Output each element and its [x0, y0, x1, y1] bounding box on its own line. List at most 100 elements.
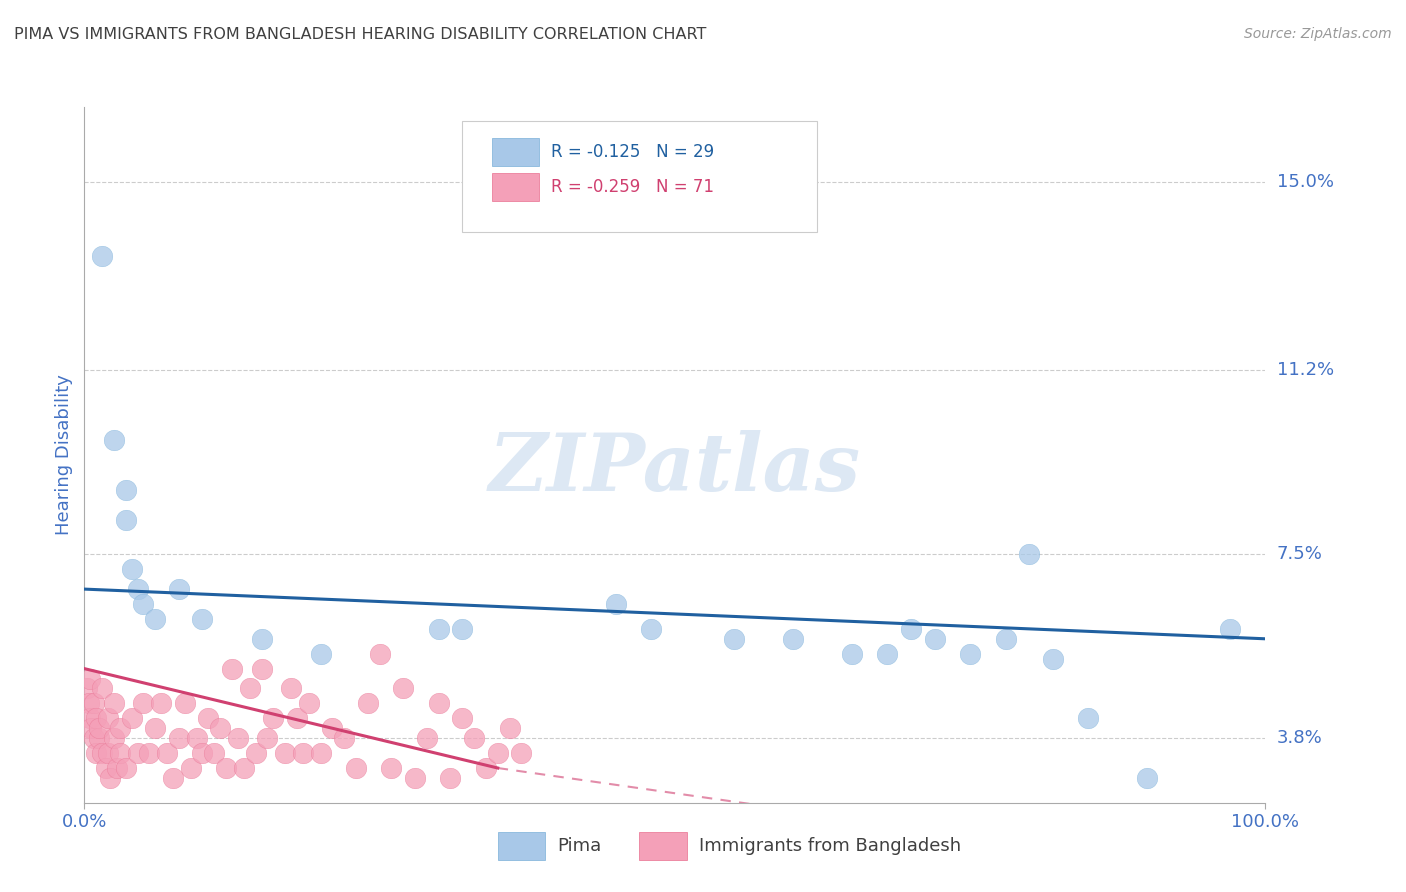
Point [156, 746, 179, 760]
Point [510, 746, 533, 760]
Point [274, 746, 297, 760]
Point [416, 731, 439, 746]
Point [1042, 651, 1064, 665]
Point [498, 721, 520, 735]
Point [245, 746, 267, 760]
Point [333, 731, 356, 746]
Point [439, 771, 461, 785]
Point [959, 647, 981, 661]
Point [91, 249, 114, 263]
Point [180, 761, 202, 775]
Point [132, 697, 155, 711]
Point [77, 697, 100, 711]
Point [215, 761, 238, 775]
Point [97, 746, 120, 760]
Point [127, 582, 149, 596]
Point [285, 711, 308, 725]
Point [103, 697, 125, 711]
Point [114, 483, 136, 497]
Point [87, 721, 110, 735]
Point [76, 681, 98, 696]
Point [132, 597, 155, 611]
Point [114, 761, 136, 775]
Point [91, 681, 114, 696]
Point [108, 746, 131, 760]
Point [108, 721, 131, 735]
Point [83, 697, 105, 711]
Point [344, 761, 367, 775]
Point [250, 662, 273, 676]
Text: Pima: Pima [557, 837, 600, 855]
Point [486, 746, 509, 760]
Point [392, 681, 415, 696]
Point [226, 731, 249, 746]
Point [427, 697, 450, 711]
Point [127, 746, 149, 760]
Point [463, 731, 485, 746]
Point [256, 731, 278, 746]
Point [475, 761, 498, 775]
Point [1077, 711, 1099, 725]
Point [103, 731, 125, 746]
Text: Source: ZipAtlas.com: Source: ZipAtlas.com [1244, 27, 1392, 41]
Point [924, 632, 946, 646]
Point [143, 721, 166, 735]
Point [191, 746, 214, 760]
Point [191, 612, 214, 626]
Point [221, 662, 243, 676]
Point [87, 731, 110, 746]
Point [357, 697, 380, 711]
Text: 15.0%: 15.0% [1277, 172, 1333, 191]
Point [97, 711, 120, 725]
Bar [492, 138, 538, 166]
Point [782, 632, 804, 646]
Point [841, 647, 863, 661]
Point [79, 672, 101, 686]
Point [723, 632, 745, 646]
Text: R = -0.125   N = 29: R = -0.125 N = 29 [551, 144, 714, 161]
Point [262, 711, 284, 725]
Point [900, 622, 922, 636]
Point [994, 632, 1017, 646]
Text: PIMA VS IMMIGRANTS FROM BANGLADESH HEARING DISABILITY CORRELATION CHART: PIMA VS IMMIGRANTS FROM BANGLADESH HEARI… [14, 27, 706, 42]
Point [309, 647, 332, 661]
Point [605, 597, 627, 611]
Bar [498, 832, 546, 860]
Point [197, 711, 219, 725]
Point [250, 632, 273, 646]
Point [1136, 771, 1159, 785]
Point [91, 746, 114, 760]
Point [232, 761, 254, 775]
Point [451, 711, 474, 725]
Point [280, 681, 302, 696]
Point [79, 711, 101, 725]
Point [1219, 622, 1241, 636]
Text: R = -0.259   N = 71: R = -0.259 N = 71 [551, 178, 714, 196]
Point [202, 746, 225, 760]
Point [321, 721, 343, 735]
Point [451, 622, 474, 636]
Point [150, 697, 173, 711]
Point [239, 681, 262, 696]
Point [162, 771, 184, 785]
Point [83, 731, 105, 746]
Bar [492, 173, 538, 201]
Point [1018, 547, 1040, 561]
Point [98, 771, 121, 785]
Point [427, 622, 450, 636]
Point [876, 647, 898, 661]
Point [138, 746, 160, 760]
Point [80, 721, 103, 735]
Point [121, 562, 143, 576]
Point [380, 761, 402, 775]
FancyBboxPatch shape [463, 121, 817, 232]
Point [291, 746, 314, 760]
Y-axis label: Hearing Disability: Hearing Disability [55, 375, 73, 535]
Point [114, 512, 136, 526]
Point [404, 771, 426, 785]
Point [173, 697, 195, 711]
Point [103, 433, 125, 447]
Text: ZIPatlas: ZIPatlas [489, 430, 860, 508]
Text: 3.8%: 3.8% [1277, 729, 1322, 747]
Point [107, 761, 129, 775]
